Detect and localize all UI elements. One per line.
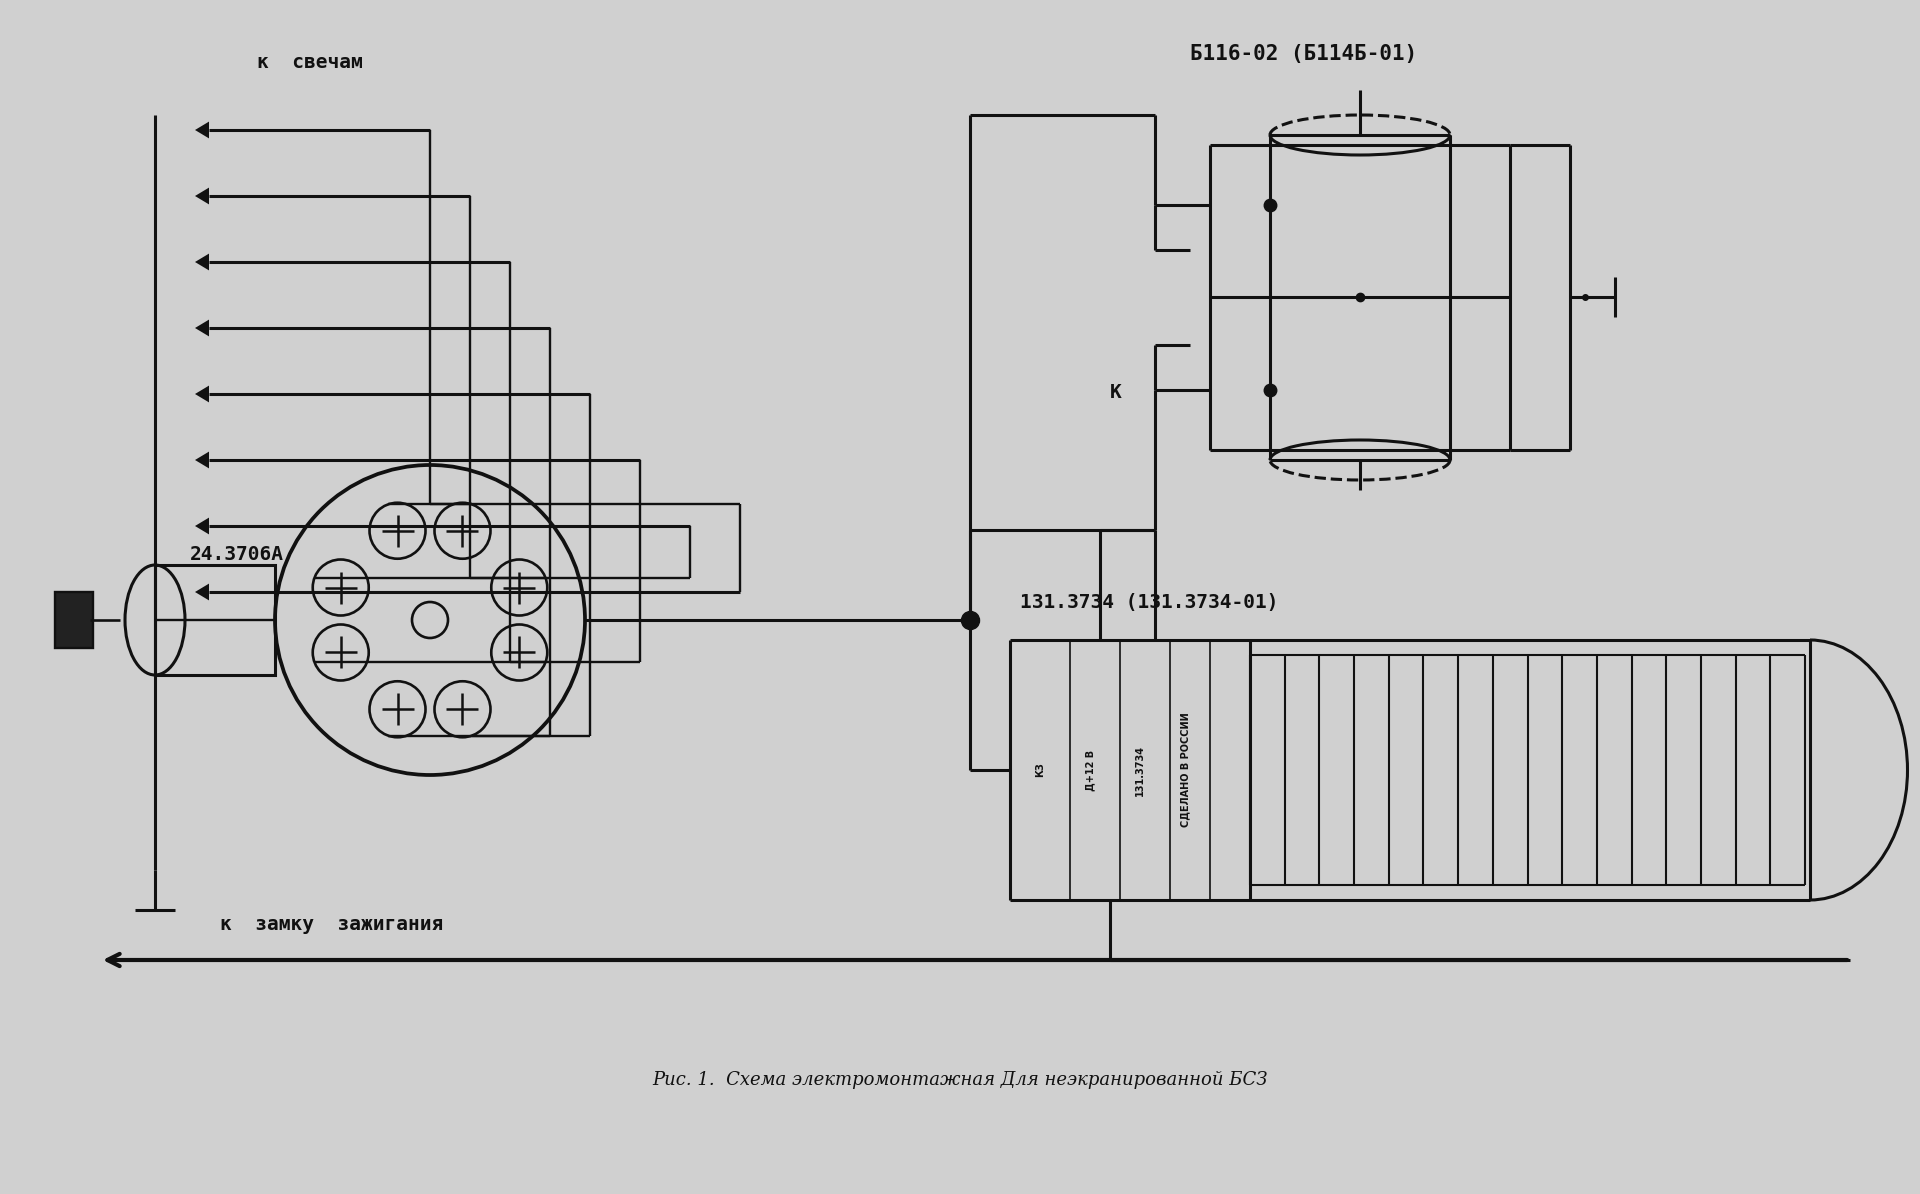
- Text: Д+12 В: Д+12 В: [1085, 750, 1094, 790]
- Polygon shape: [196, 451, 209, 468]
- Polygon shape: [196, 253, 209, 270]
- Text: КЗ: КЗ: [1035, 763, 1044, 777]
- Polygon shape: [196, 122, 209, 139]
- Polygon shape: [196, 320, 209, 337]
- Text: 24.3706А: 24.3706А: [190, 544, 284, 564]
- Text: к  замку  зажигания: к замку зажигания: [221, 915, 444, 934]
- Text: 131.3734: 131.3734: [1135, 745, 1144, 795]
- Text: 131.3734 (131.3734-01): 131.3734 (131.3734-01): [1020, 593, 1279, 613]
- Polygon shape: [196, 187, 209, 204]
- Text: Б116-02 (Б114Б-01): Б116-02 (Б114Б-01): [1190, 44, 1417, 64]
- Text: СДЕЛАНО В РОССИИ: СДЕЛАНО В РОССИИ: [1181, 713, 1190, 827]
- Polygon shape: [196, 584, 209, 601]
- Polygon shape: [196, 386, 209, 402]
- Text: К: К: [1110, 383, 1121, 402]
- Bar: [156, 565, 275, 675]
- Text: к  свечам: к свечам: [257, 53, 363, 72]
- Bar: [56, 592, 92, 648]
- Text: Рис. 1.  Схема электромонтажная Для неэкранированной БСЗ: Рис. 1. Схема электромонтажная Для неэкр…: [653, 1071, 1267, 1089]
- Polygon shape: [196, 518, 209, 535]
